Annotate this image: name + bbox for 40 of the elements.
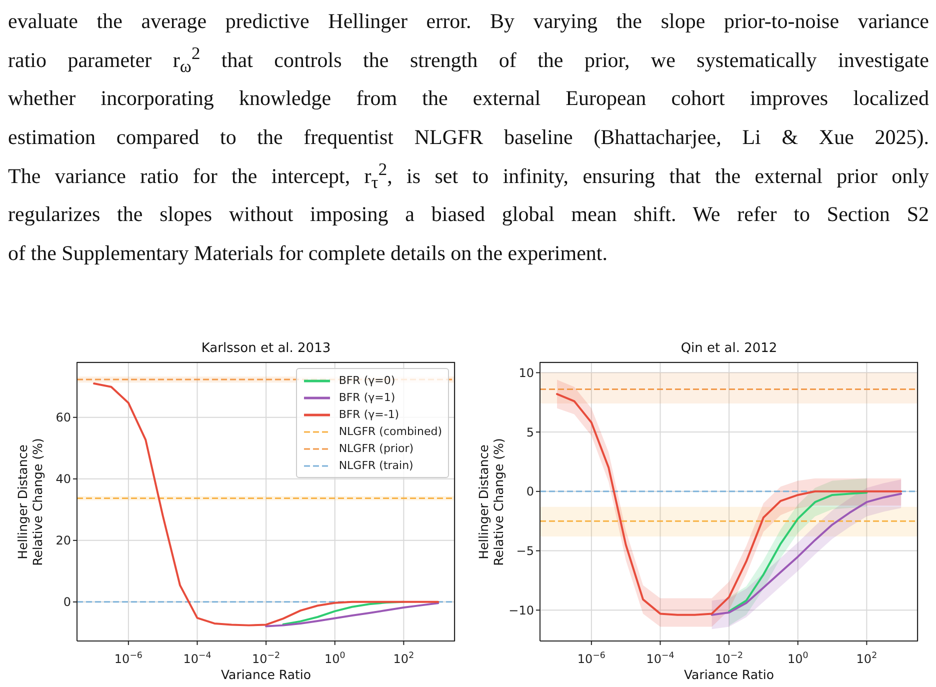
x-tick-label: 10$^{−4}$ <box>646 651 674 666</box>
y-tick-label: 5 <box>526 425 534 440</box>
line-series <box>265 602 440 628</box>
legend-label: NLGFR (prior) <box>338 442 414 455</box>
y-tick-label: −10 <box>508 603 534 618</box>
x-tick-label: 10$^{2}$ <box>393 651 414 666</box>
text: whether incorporating knowledge from the external European cohort improves localized <box>8 85 929 112</box>
x-axis-title: Variance Ratio <box>220 667 312 682</box>
legend-label: NLGFR (train) <box>338 459 414 472</box>
y-tick-label: 20 <box>56 534 71 548</box>
line-series <box>710 492 902 616</box>
x-tick-label: 10$^{−6}$ <box>114 651 142 666</box>
x-tick-label: 10$^{−4}$ <box>183 651 212 666</box>
y-tick-label: 60 <box>56 410 71 425</box>
text: evaluate the average predictive Hellinger error. By varying the slope prior-to-noise variance <box>8 8 929 35</box>
x-tick-label: 10$^{0}$ <box>324 651 346 666</box>
text: estimation compared to the frequentist NLGFR baseline (Bhattacharjee, Li & Xue 2025). <box>8 124 929 152</box>
chart-title: Qin et al. 2012 <box>680 341 778 356</box>
x-axis-title: Variance Ratio <box>682 667 776 682</box>
y-tick-label: 40 <box>56 472 71 486</box>
legend-label: BFR (γ=-1) <box>338 408 400 421</box>
text: The variance ratio for the intercept, r$_{τ}$$^{2}$, is set to infinity, ensuring that the external prior only <box>8 158 929 194</box>
x-tick-label: 10$^{−6}$ <box>577 651 606 666</box>
y-axis-title: Hellinger Distance Relative Change (%) <box>15 438 45 566</box>
legend-label: BFR (γ=0) <box>338 374 396 387</box>
chart-title: Karlsson et al. 2013 <box>200 341 332 356</box>
text: of the Supplementary Materials for complete details on the experiment. <box>8 240 608 268</box>
legend-label: NLGFR (combined) <box>338 425 442 438</box>
y-tick-label: 0 <box>63 595 71 610</box>
y-axis-title: Hellinger Distance Relative Change (%) <box>476 438 506 566</box>
y-tick-label: 0 <box>526 484 534 499</box>
legend-label: BFR (γ=1) <box>338 391 396 404</box>
line-series <box>728 492 868 612</box>
x-tick-label: 10$^{0}$ <box>787 651 808 666</box>
y-tick-label: 10 <box>518 366 534 380</box>
text: regularizes the slopes without imposing a biased global mean shift. We refer to Section S2 <box>8 201 929 228</box>
x-tick-label: 10$^{2}$ <box>856 651 878 666</box>
y-tick-label: −5 <box>516 544 534 558</box>
x-tick-label: 10$^{−2}$ <box>252 651 280 666</box>
x-tick-label: 10$^{−2}$ <box>715 651 744 666</box>
